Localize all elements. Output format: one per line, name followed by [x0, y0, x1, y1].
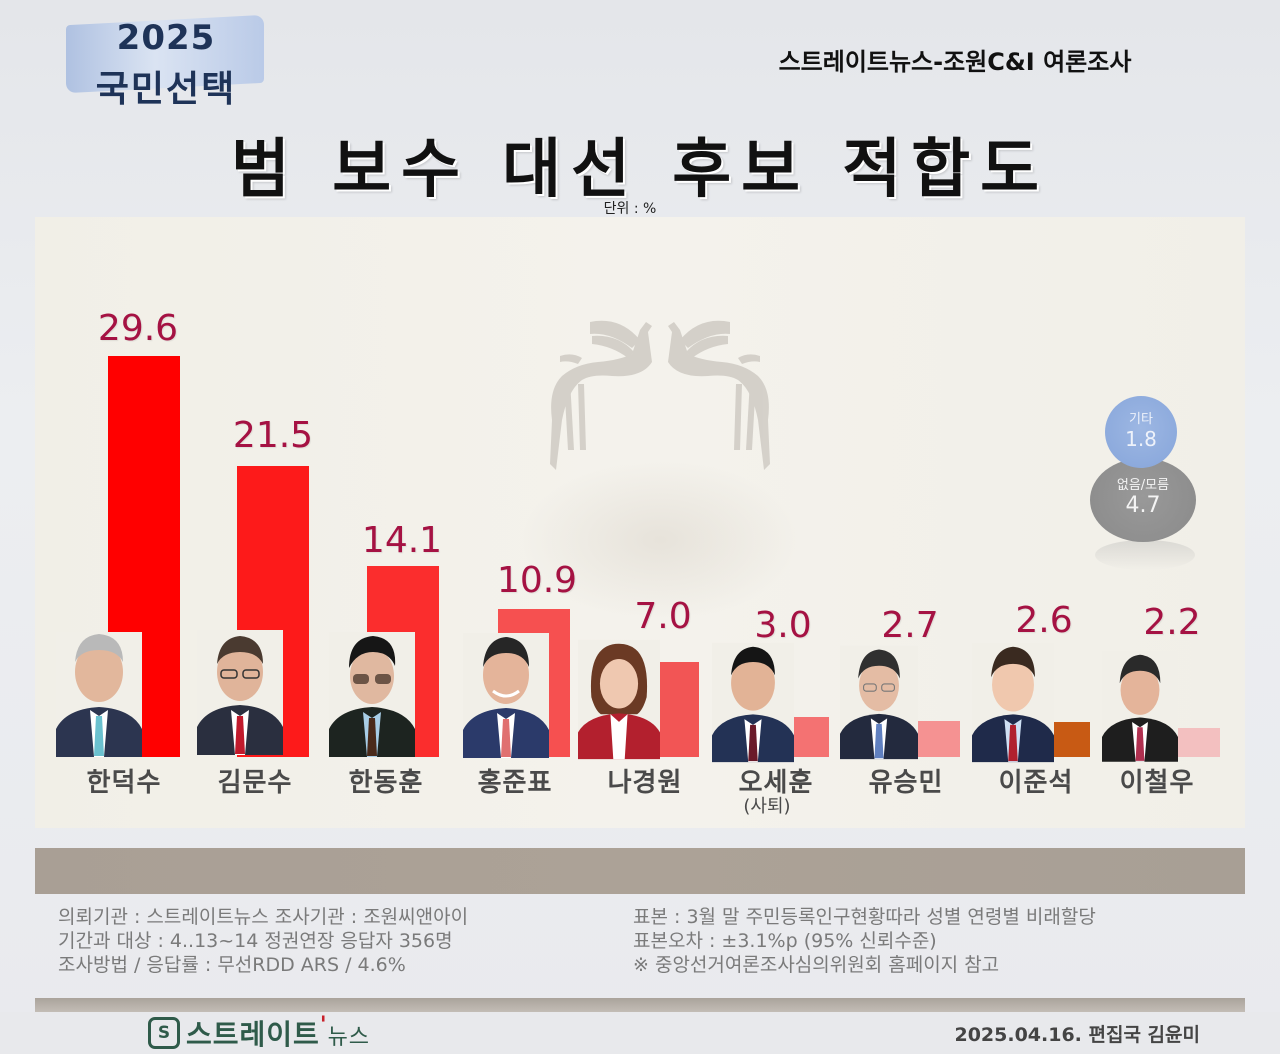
candidate-photo-2 — [324, 632, 420, 757]
footer-divider — [35, 998, 1245, 1012]
bar-7 — [1052, 722, 1090, 757]
bubble-none-value: 4.7 — [1125, 493, 1161, 518]
candidate-photo-1 — [192, 630, 288, 755]
meta-sample: 표본 : 3월 말 주민등록인구현황따라 성별 연령별 비래할당 — [633, 906, 1096, 928]
value-label-3: 10.9 — [496, 560, 578, 601]
poll-source: 스트레이트뉴스-조원C&I 여론조사 — [778, 48, 1132, 76]
value-label-0: 29.6 — [97, 308, 179, 349]
straightnews-logo: S 스트레이트'뉴스 — [148, 1013, 371, 1051]
meta-reference: ※ 중앙선거여론조사심의위원회 홈페이지 참고 — [633, 954, 1000, 976]
survey-meta-right: 표본 : 3월 말 주민등록인구현황따라 성별 연령별 비래할당 표본오차 : … — [633, 905, 1233, 977]
meta-period: 기간과 대상 : 4..13~14 정권연장 응답자 356명 — [58, 930, 453, 952]
candidate-photo-8 — [1102, 644, 1178, 769]
ribbon-title: 국민선택 — [95, 69, 237, 110]
survey-meta-left: 의뢰기관 : 스트레이트뉴스 조사기관 : 조원씨앤아이 기간과 대상 : 4.… — [58, 905, 618, 977]
candidate-name-3: 홍준표 — [477, 768, 553, 798]
meta-client: 의뢰기관 : 스트레이트뉴스 조사기관 : 조원씨앤아이 — [58, 906, 469, 928]
meta-error: 표본오차 : ±3.1%p (95% 신뢰수준) — [633, 930, 937, 952]
value-label-8: 2.2 — [1143, 602, 1201, 643]
logo-main-text: 스트레이트 — [186, 1018, 320, 1051]
value-label-2: 14.1 — [361, 520, 443, 561]
candidate-photo-3 — [462, 633, 550, 758]
dateline: 2025.04.16. 편집국 김윤미 — [954, 1024, 1200, 1046]
meta-method: 조사방법 / 응답률 : 무선RDD ARS / 4.6% — [58, 954, 406, 976]
value-label-4: 7.0 — [634, 596, 692, 637]
value-label-7: 2.6 — [1015, 600, 1073, 641]
unit-label: 단위 : % — [603, 201, 657, 217]
candidate-photo-6 — [840, 640, 918, 765]
value-label-5: 3.0 — [754, 605, 812, 646]
candidate-name-0: 한덕수 — [86, 768, 162, 798]
bar-8 — [1176, 728, 1220, 757]
divider-band — [35, 848, 1245, 894]
chart-title: 범 보수 대선 후보 적합도 — [231, 133, 1049, 207]
candidate-photo-7 — [972, 640, 1054, 765]
value-label-6: 2.7 — [881, 605, 939, 646]
candidate-name-7: 이준석 — [998, 768, 1074, 798]
bar-6 — [912, 721, 960, 757]
ribbon-year: 2025 — [116, 18, 216, 58]
bubble-none-label: 없음/모름 — [1116, 478, 1170, 493]
value-label-1: 21.5 — [232, 415, 314, 456]
candidate-photo-4 — [578, 637, 660, 762]
footer — [0, 1012, 1280, 1054]
logo-sub-text: 뉴스 — [327, 1025, 371, 1050]
emblem-shadow — [520, 460, 800, 620]
candidate-name-5: 오세훈 — [738, 768, 814, 798]
bubble-none-unknown: 없음/모름 4.7 — [1090, 458, 1196, 542]
phoenix-emblem-icon — [520, 300, 800, 470]
candidate-note-5: (사퇴) — [743, 796, 791, 817]
bubble-etc-label: 기타 — [1129, 412, 1153, 427]
candidate-name-2: 한동훈 — [348, 768, 424, 798]
candidate-name-8: 이철우 — [1119, 768, 1195, 798]
candidate-name-4: 나경원 — [607, 768, 683, 798]
candidate-name-1: 김문수 — [217, 768, 293, 798]
bubble-etc: 기타 1.8 — [1105, 396, 1177, 468]
bubble-reflection — [1095, 540, 1195, 570]
candidate-photo-5 — [712, 640, 794, 765]
logo-mark-icon: S — [148, 1017, 180, 1049]
candidate-name-6: 유승민 — [868, 768, 944, 798]
bubble-etc-value: 1.8 — [1125, 427, 1157, 451]
candidate-photo-0 — [52, 632, 146, 757]
logo-accent: ' — [319, 1013, 328, 1038]
